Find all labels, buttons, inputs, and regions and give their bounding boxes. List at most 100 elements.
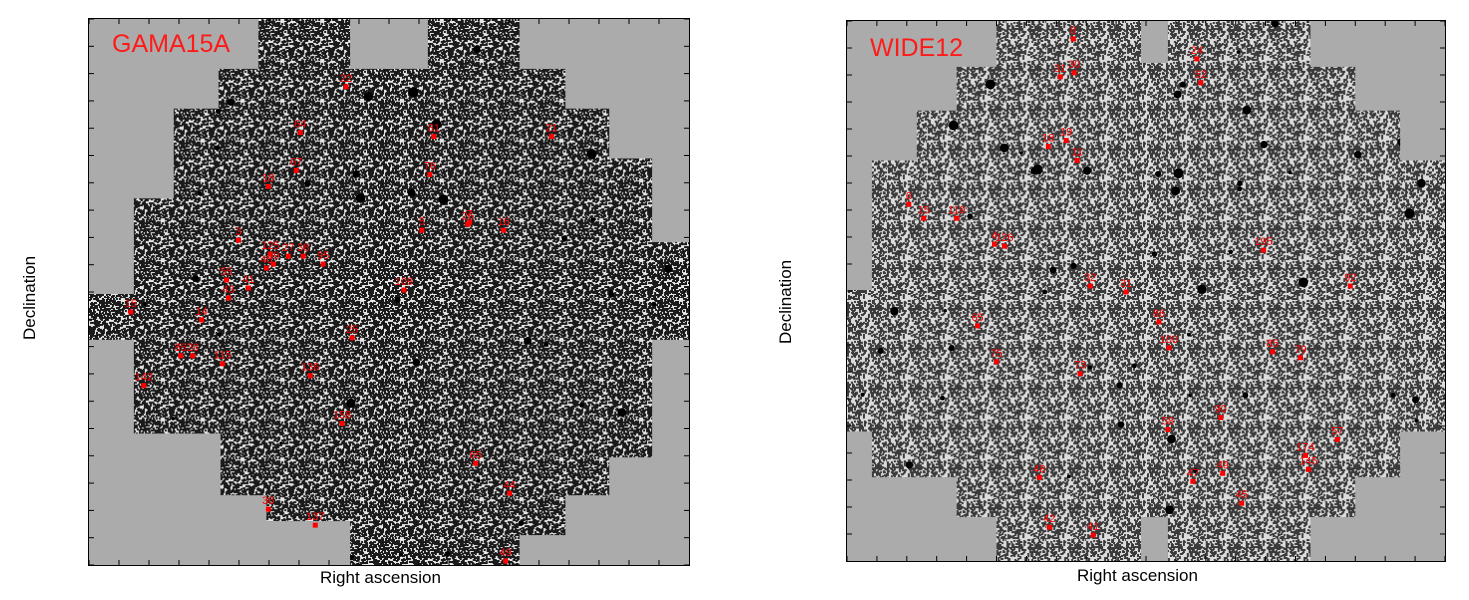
source-marker [401, 287, 407, 293]
source-label: 126 [995, 232, 1013, 244]
source-label: 95 [317, 250, 329, 262]
source-label: 65 [470, 449, 482, 461]
field-map-frame: 22 64 81 21 67 76 18 16 5 26 3 27 38 69 95 109 55 15 14 85 2… [88, 18, 690, 566]
source-marker [1074, 157, 1080, 163]
source-label: 48 [1033, 463, 1045, 475]
source-marker [141, 383, 147, 389]
source-marker [1220, 470, 1226, 476]
survey-footprint [847, 21, 1445, 561]
source-label: 38 [297, 242, 309, 254]
source-label: 81 [428, 123, 440, 135]
source-label: 14 [196, 306, 208, 318]
source-label: 100 [1160, 334, 1178, 346]
y-axis-label: Declination [776, 259, 795, 344]
source-label: 58 [1162, 416, 1174, 428]
source-marker [265, 506, 271, 512]
source-marker [343, 84, 349, 90]
source-label: 195 [1254, 236, 1272, 248]
source-label: 142 [135, 372, 153, 384]
source-marker [1218, 415, 1224, 421]
source-label: 42 [1043, 513, 1055, 525]
field-title: GAMA15A [112, 30, 231, 58]
source-marker [1036, 474, 1042, 480]
source-marker [1239, 500, 1245, 506]
source-marker [1001, 243, 1007, 249]
source-label: 45 [1236, 489, 1248, 501]
field-map-frame: 8 30 31 24 52 18 19 11 6 15 119 4 126 195 32 31 92 65 86 10… [846, 20, 1446, 562]
source-marker [906, 201, 912, 207]
survey-footprint [89, 19, 689, 565]
source-marker [1077, 371, 1083, 377]
source-marker [1261, 247, 1267, 253]
source-label: 85 [175, 342, 187, 354]
source-marker [1198, 80, 1204, 86]
source-marker [431, 134, 437, 140]
source-label: 75 [990, 348, 1002, 360]
axis-ticks [847, 21, 1445, 561]
source-label: 115 [214, 350, 231, 362]
source-marker [285, 253, 291, 259]
source-marker [293, 167, 299, 173]
source-label: 79 [1294, 344, 1306, 356]
source-label: 90 [1215, 404, 1227, 416]
source-marker [473, 460, 479, 466]
source-label: 158 [333, 410, 351, 422]
source-label: 18 [1042, 133, 1054, 145]
source-label: 73 [1074, 360, 1086, 372]
source-marker [954, 215, 960, 221]
source-marker [1297, 355, 1303, 361]
source-marker [265, 183, 271, 189]
source-label: 44 [504, 479, 516, 491]
source-label: 4 [991, 230, 997, 242]
source-label: 28 [187, 342, 199, 354]
source-marker [992, 241, 997, 247]
source-label: 25 [346, 324, 358, 336]
x-axis-label: Right ascension [320, 568, 441, 587]
source-label: 43 [222, 284, 234, 296]
source-marker [1302, 452, 1308, 458]
source-marker [1165, 426, 1171, 432]
source-marker [503, 558, 509, 564]
source-label: 5 [419, 216, 425, 228]
source-label: 55 [220, 266, 232, 278]
source-label: 22 [340, 73, 352, 85]
source-label: 18 [262, 172, 274, 184]
source-label: 47 [1187, 467, 1199, 479]
source-marker [300, 253, 306, 259]
source-label: 36 [262, 495, 274, 507]
source-label: 21 [545, 123, 557, 135]
field-title: WIDE12 [870, 34, 964, 62]
source-marker [270, 261, 276, 267]
source-marker [128, 309, 134, 315]
source-label: 6 [906, 190, 912, 202]
source-label: 64 [294, 119, 306, 131]
source-label: 16 [498, 216, 510, 228]
source-marker [226, 295, 232, 301]
source-marker [263, 265, 269, 271]
source-label: 24 [1191, 45, 1203, 57]
source-marker [1057, 74, 1063, 80]
source-label: 19 [1060, 127, 1072, 139]
source-marker [312, 522, 318, 528]
source-label: 92 [1344, 272, 1356, 284]
source-marker [1087, 283, 1093, 289]
source-label: 41 [1087, 521, 1099, 533]
source-label: 31 [1120, 278, 1132, 290]
source-marker [224, 277, 230, 283]
source-label: 67 [290, 156, 302, 168]
source-marker [427, 171, 433, 177]
source-label: 52 [1195, 69, 1207, 81]
source-label: 7 [467, 208, 473, 220]
source-marker [501, 227, 507, 233]
source-label: 49 [1217, 459, 1229, 471]
source-marker [245, 285, 251, 291]
source-label: 15 [918, 204, 930, 216]
source-label: 69 [267, 250, 279, 262]
source-label: 15 [125, 298, 137, 310]
x-axis-label: Right ascension [1077, 566, 1198, 585]
source-marker [548, 134, 554, 140]
source-label: 125 [261, 240, 279, 252]
source-label: 32 [1084, 272, 1096, 284]
